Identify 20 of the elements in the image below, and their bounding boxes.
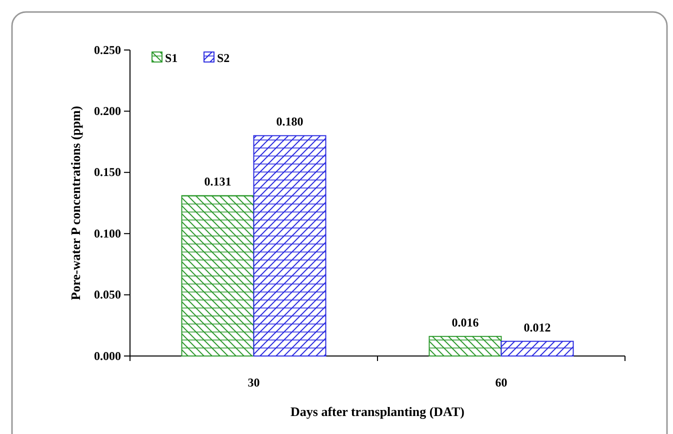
bar: [181, 195, 254, 356]
x-tick-label: 60: [495, 376, 508, 390]
legend-label: S2: [217, 51, 230, 65]
text: 0.016: [452, 315, 479, 330]
y-axis-title: Pore-water P concentrations (ppm): [68, 106, 83, 300]
bar: [253, 135, 326, 356]
x-axis-title: Days after transplanting (DAT): [290, 404, 464, 419]
y-tick-label: 0.150: [94, 165, 121, 180]
x-tick-label: 30: [248, 376, 260, 390]
y-tick-label: 0.050: [94, 288, 121, 302]
y-tick-label: 0.100: [94, 226, 121, 240]
text: 0.012: [524, 320, 551, 334]
y-tick-label: 0.000: [94, 348, 121, 363]
y-tick-label: 0.250: [94, 42, 121, 57]
text: 0.180: [276, 114, 304, 129]
bar: [428, 336, 502, 356]
y-tick-label: 0.200: [94, 104, 121, 118]
legend-label: S1: [165, 51, 178, 65]
text: 0.131: [204, 174, 232, 189]
bar: [500, 340, 574, 356]
